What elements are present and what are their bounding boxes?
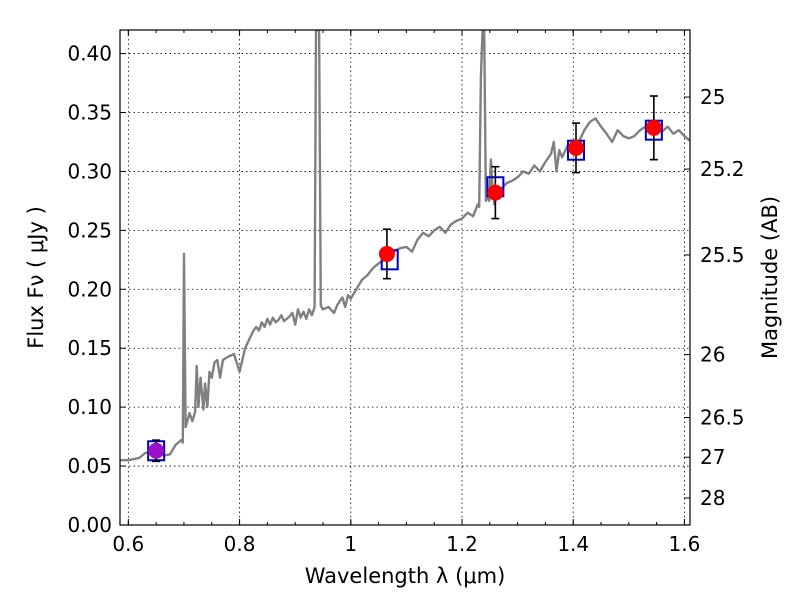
y-tick-label: 0.35 [67, 101, 112, 125]
plot-frame [119, 29, 691, 526]
grid [120, 30, 690, 526]
x-tick-label: 1.6 [669, 532, 701, 556]
x-tick-label: 1.2 [446, 532, 478, 556]
axis-ticks: 0.6 0.8 1 1.2 1.4 1.6 0.00 0.05 0.10 0.15 0.20 0.25… [67, 30, 745, 556]
y-tick-label: 0.05 [67, 454, 112, 478]
x-tick-label: 0.8 [224, 532, 256, 556]
y-tick-label: 0.00 [67, 513, 112, 537]
observed-point [378, 245, 395, 262]
observed-point [645, 119, 662, 136]
photometry-layer [147, 95, 663, 463]
right-tick-label: 25.5 [700, 243, 745, 267]
right-tick-label: 27 [700, 445, 725, 469]
right-tick-label: 26 [700, 343, 725, 367]
model-sed-layer [120, 30, 690, 462]
y-tick-label: 0.10 [67, 395, 112, 419]
observed-point [487, 184, 504, 201]
y-tick-label: 0.40 [67, 42, 112, 66]
right-tick-label: 25 [700, 85, 725, 109]
right-axis-label: Magnitude (AB) [758, 196, 782, 359]
observed-point [148, 442, 165, 459]
right-tick-label: 26.5 [700, 406, 745, 430]
y-tick-label: 0.20 [67, 277, 112, 301]
y-tick-label: 0.25 [67, 218, 112, 242]
x-tick-label: 0.6 [112, 532, 144, 556]
x-axis-label: Wavelength λ (μm) [305, 564, 506, 588]
right-tick-label: 25.2 [700, 157, 745, 181]
y-tick-label: 0.30 [67, 159, 112, 183]
sed-line [120, 30, 690, 462]
y-tick-label: 0.15 [67, 336, 112, 360]
y-axis-label: Flux Fν ( μJy ) [24, 206, 48, 349]
x-tick-label: 1 [344, 532, 357, 556]
right-tick-label: 28 [700, 486, 725, 510]
x-tick-label: 1.4 [557, 532, 589, 556]
observed-point [568, 139, 584, 156]
